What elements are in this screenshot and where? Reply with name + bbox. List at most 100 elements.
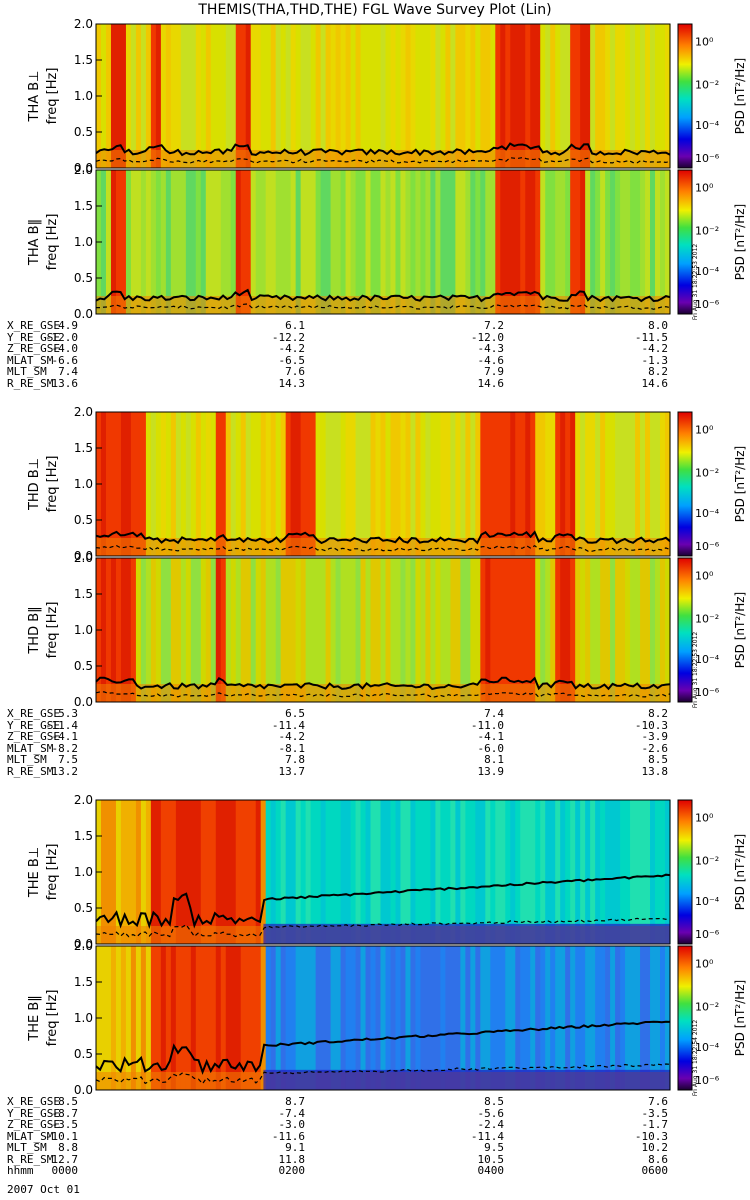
spectrogram-column <box>515 946 521 1090</box>
spectrogram-column <box>435 170 441 314</box>
spectrogram-column <box>430 946 437 1090</box>
spectrogram-column <box>180 800 187 944</box>
spectrogram-column <box>470 946 476 1090</box>
spectrogram-column <box>585 558 591 702</box>
ephemeris-label: MLAT_SM <box>7 741 54 755</box>
ephemeris-value: 7.6 <box>285 365 305 378</box>
spectrogram-column <box>580 170 586 314</box>
spectrogram-column <box>390 170 397 314</box>
spectrogram-column <box>560 24 566 168</box>
ephemeris-row: MLAT_SM -10.1 -11.6 -11.4 -10.3 <box>0 1131 750 1142</box>
spectrogram-column <box>285 558 292 702</box>
spectrogram-column <box>615 170 621 314</box>
ephemeris-value: 7.4 <box>58 365 78 378</box>
spectrogram-column <box>470 800 476 944</box>
ephemeris-row: hhmm 0000 0200 0400 0600 <box>0 1165 750 1176</box>
spectrogram-column <box>445 558 451 702</box>
low-frequency-band <box>96 684 670 702</box>
y-axis-label: THE B‖ <box>27 995 42 1041</box>
spectrogram-column <box>505 558 511 702</box>
y-tick-label: 2.0 <box>74 551 93 565</box>
spectrogram-column <box>495 558 501 702</box>
timestamp-stamp: Fri Aug 31 18:22:54 2012 <box>692 1020 699 1097</box>
spectrogram-column <box>240 24 247 168</box>
spectrogram-column <box>295 946 302 1090</box>
spectrogram-column <box>370 412 377 556</box>
spectrogram-column <box>450 170 456 314</box>
spectrogram-column <box>345 946 352 1090</box>
ephemeris-value: 7.8 <box>285 753 305 766</box>
spectrogram-column <box>640 800 646 944</box>
spectrogram-column <box>420 24 427 168</box>
spectrogram-column <box>530 24 536 168</box>
spectrogram-column <box>425 170 432 314</box>
y-axis-label: freq [Hz] <box>45 844 60 901</box>
spectrogram-column <box>620 946 626 1090</box>
spectrogram-column <box>630 412 636 556</box>
colorbar-tick-label: 10⁻⁶ <box>695 152 720 165</box>
spectrogram-column <box>120 558 127 702</box>
spectrogram-column <box>315 170 322 314</box>
y-tick-label: 2.0 <box>74 17 93 31</box>
colorbar-tick-label: 10⁰ <box>695 957 714 970</box>
ephemeris-value: -1.3 <box>641 353 669 367</box>
spectrogram-column <box>375 412 382 556</box>
spectrogram-column <box>485 558 491 702</box>
spectrogram-column <box>265 170 272 314</box>
spectrogram-column <box>210 170 217 314</box>
spectrogram-column <box>350 946 357 1090</box>
spectrogram-column <box>125 24 132 168</box>
frequency-trace-dashed <box>95 544 671 552</box>
spectrogram-column <box>595 412 601 556</box>
spectrogram-column <box>580 558 586 702</box>
spectrogram-column <box>610 946 616 1090</box>
spectrogram-column <box>295 170 302 314</box>
spectrogram-column <box>365 24 372 168</box>
spectrogram-column <box>510 24 516 168</box>
spectrogram-column <box>565 800 571 944</box>
spectrogram-column <box>660 946 666 1090</box>
spectrogram-column <box>650 558 656 702</box>
spectrogram-column <box>315 412 322 556</box>
spectrogram-column <box>285 24 292 168</box>
spectrogram-column <box>455 800 461 944</box>
ephemeris-row: Z_RE_GSE -4.0 -4.2 -4.3 -4.2 <box>0 343 750 354</box>
spectrogram-column <box>175 946 182 1090</box>
spectrogram-column <box>140 558 147 702</box>
spectrogram-column <box>255 558 262 702</box>
spectrogram-column <box>275 24 282 168</box>
spectrogram-column <box>490 24 496 168</box>
spectrogram-column <box>510 412 516 556</box>
spectrogram-column <box>590 412 596 556</box>
spectrogram-column <box>110 170 117 314</box>
spectrogram-column <box>535 558 541 702</box>
spectrogram-column <box>360 558 367 702</box>
spectrogram-column <box>575 946 581 1090</box>
colorbar <box>677 799 693 945</box>
y-axis-label: THE B⊥ <box>27 847 42 898</box>
spectrogram-column <box>315 800 322 944</box>
spectrogram-column <box>215 24 222 168</box>
y-axis-label: THA B⊥ <box>27 71 42 123</box>
low-frequency-band <box>96 150 670 168</box>
spectrogram-column <box>525 946 531 1090</box>
spectrogram-column <box>545 170 551 314</box>
spectrogram-column <box>325 558 332 702</box>
spectrogram-column <box>380 558 387 702</box>
spectrogram-column <box>375 800 382 944</box>
spectrogram-column <box>385 170 392 314</box>
spectrogram-column <box>600 558 606 702</box>
spectrogram-column <box>510 946 516 1090</box>
spectrogram-column <box>170 558 177 702</box>
spectrogram-column <box>590 170 596 314</box>
spectrogram-column <box>175 800 182 944</box>
spectrogram-column <box>470 170 476 314</box>
ephemeris-label: MLT_SM <box>7 753 47 766</box>
spectrogram-panel: 0.0 0.5 1.0 1.5 2.0 THD B‖ freq [Hz] 10⁰ 10⁻² 10⁻… <box>27 551 747 709</box>
spectrogram-column <box>420 170 427 314</box>
spectrogram-column <box>445 946 451 1090</box>
spectrogram-column <box>575 558 581 702</box>
frequency-trace-dashed <box>95 1063 671 1085</box>
spectrogram-column <box>650 946 656 1090</box>
spectrogram-column <box>100 24 107 168</box>
